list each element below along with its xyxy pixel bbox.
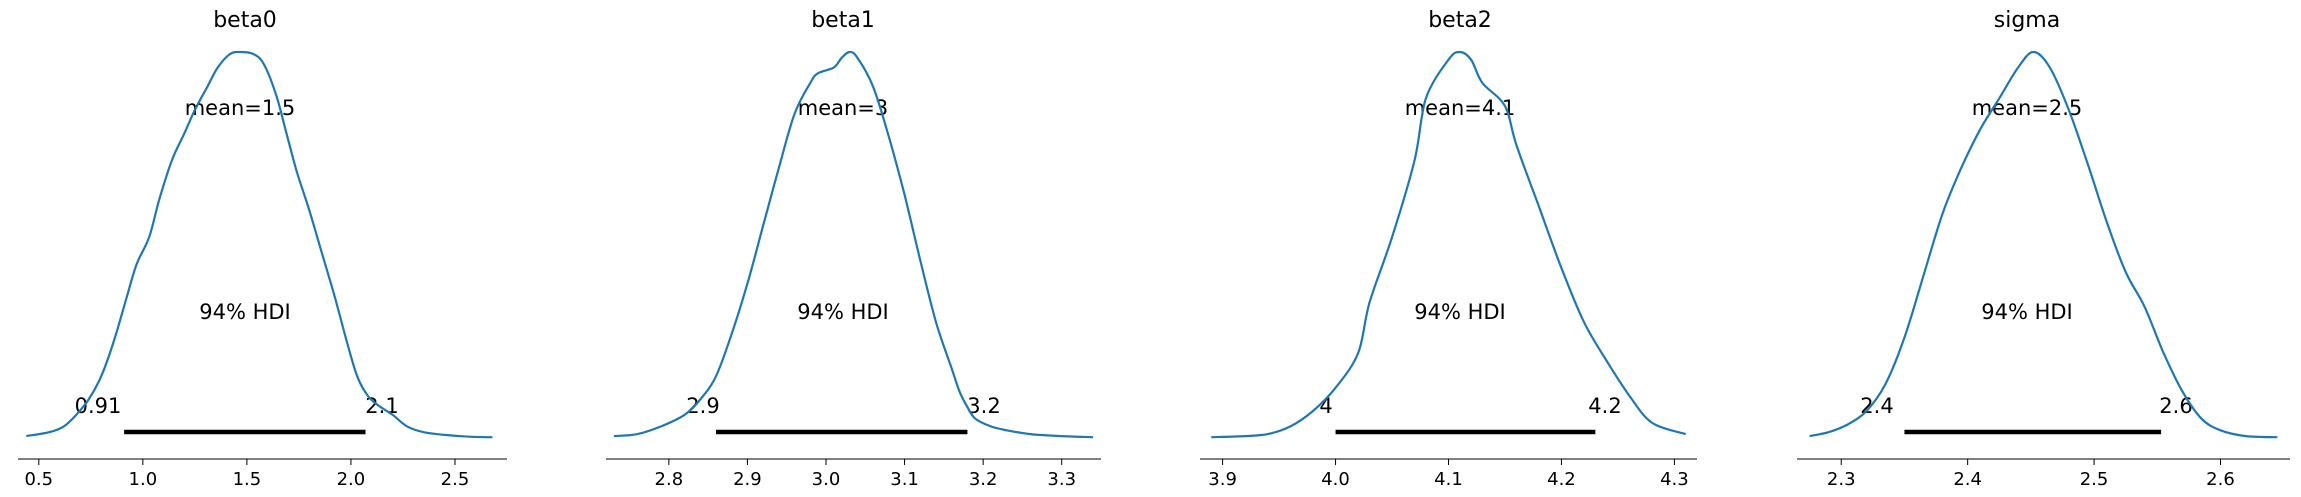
x-tick-label: 4.2 [1547, 469, 1576, 490]
hdi-label: 94% HDI [199, 300, 291, 324]
x-tick-label: 2.5 [441, 469, 470, 490]
panel-title: beta0 [213, 8, 277, 33]
x-tick-label: 2.8 [655, 469, 684, 490]
panel-title: beta1 [811, 8, 875, 33]
x-tick-label: 3.3 [1047, 469, 1076, 490]
hdi-label: 94% HDI [1981, 300, 2073, 324]
x-tick-label: 0.5 [24, 469, 53, 490]
x-tick-label: 3.1 [890, 469, 919, 490]
hdi-label: 94% HDI [797, 300, 889, 324]
density-curve [613, 50, 1094, 439]
panel-beta0: beta0 mean=1.5 94% HDI 0.91 2.1 0.5 1.0 1.… [18, 8, 507, 490]
x-tick-label: 4.0 [1321, 469, 1350, 490]
x-tick-label: 2.5 [2080, 469, 2109, 490]
x-tick-label: 2.9 [733, 469, 762, 490]
panel-beta2: beta2 mean=4.1 94% HDI 4 4.2 3.9 4.0 4.1 4.… [1200, 8, 1697, 490]
density-curve [26, 50, 493, 439]
density-curve [1211, 50, 1687, 439]
hdi-high-label: 2.6 [2159, 394, 2192, 418]
x-tick-label: 2.0 [337, 469, 366, 490]
hdi-label: 94% HDI [1414, 300, 1506, 324]
hdi-high-label: 3.2 [967, 394, 1000, 418]
x-tick-label: 2.6 [2206, 469, 2235, 490]
hdi-high-label: 4.2 [1588, 394, 1621, 418]
x-tick-label: 3.2 [969, 469, 998, 490]
panel-title: beta2 [1428, 8, 1492, 33]
density-curve [1809, 50, 2278, 439]
x-tick-label: 1.0 [129, 469, 158, 490]
panel-sigma: sigma mean=2.5 94% HDI 2.4 2.6 2.3 2.4 2.5… [1797, 8, 2290, 490]
hdi-low-label: 4 [1319, 394, 1332, 418]
x-tick-label: 3.0 [812, 469, 841, 490]
x-tick-label: 2.3 [1827, 469, 1856, 490]
x-tick-label: 2.4 [1953, 469, 1982, 490]
hdi-low-label: 2.9 [686, 394, 719, 418]
x-tick-label: 1.5 [233, 469, 262, 490]
mean-label: mean=3 [798, 96, 889, 120]
panel-title: sigma [1994, 8, 2060, 33]
x-tick-label: 3.9 [1208, 469, 1237, 490]
panel-beta1: beta1 mean=3 94% HDI 2.9 3.2 2.8 2.9 3.0 3.… [606, 8, 1101, 490]
x-tick-label: 4.1 [1434, 469, 1463, 490]
hdi-low-label: 0.91 [75, 394, 122, 418]
x-tick-label: 4.3 [1660, 469, 1689, 490]
